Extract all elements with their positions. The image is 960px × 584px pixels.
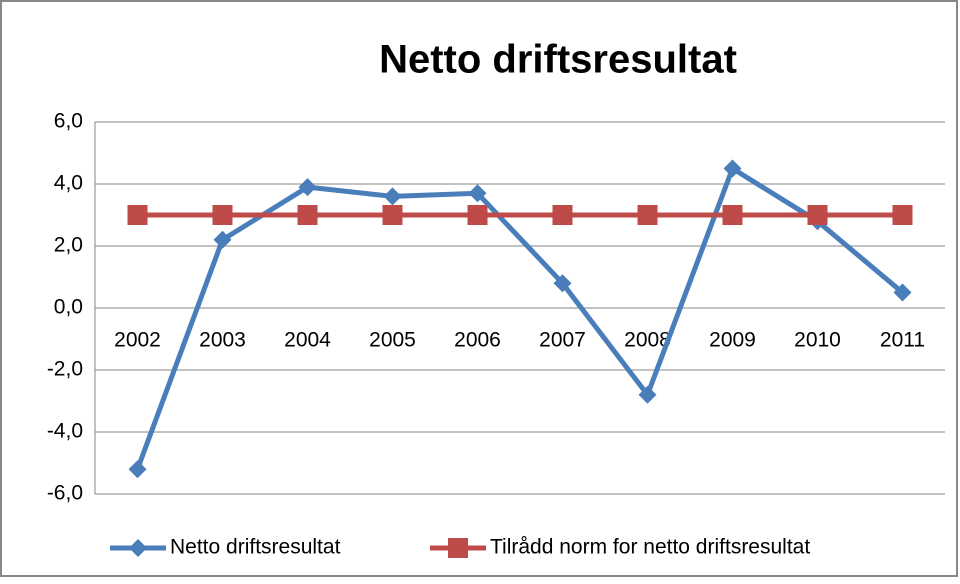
legend-marker — [129, 539, 147, 557]
y-tick-label: 0,0 — [54, 296, 83, 319]
data-point — [637, 205, 658, 225]
x-tick-label: 2007 — [539, 329, 586, 352]
x-tick-label: 2010 — [794, 329, 841, 352]
data-point — [722, 205, 743, 225]
data-point — [638, 385, 657, 404]
data-point — [893, 283, 912, 302]
x-tick-label: 2011 — [880, 329, 925, 352]
legend-marker — [448, 538, 468, 558]
data-point — [298, 178, 317, 197]
data-point — [128, 460, 147, 479]
y-tick-label: -2,0 — [47, 358, 83, 381]
y-tick-label: 6,0 — [54, 110, 83, 133]
data-point — [807, 205, 828, 225]
data-point — [892, 205, 913, 225]
legend-label: Tilrådd norm for netto driftsresultat — [490, 536, 810, 559]
data-point — [213, 230, 232, 249]
x-tick-label: 2002 — [114, 329, 161, 352]
data-point — [552, 205, 573, 225]
data-point — [383, 187, 402, 206]
y-tick-label: 4,0 — [54, 172, 83, 195]
chart-title: Netto driftsresultat — [379, 38, 737, 82]
x-tick-label: 2003 — [199, 329, 246, 352]
data-point — [553, 274, 572, 293]
x-tick-label: 2004 — [284, 329, 331, 352]
data-point — [212, 205, 233, 225]
legend-label: Netto driftsresultat — [170, 536, 341, 559]
y-tick-label: -6,0 — [47, 482, 83, 505]
x-tick-label: 2006 — [454, 329, 501, 352]
data-point — [382, 205, 403, 225]
data-point — [297, 205, 318, 225]
x-tick-label: 2005 — [369, 329, 416, 352]
data-point — [467, 205, 488, 225]
y-tick-label: 2,0 — [54, 234, 83, 257]
x-tick-label: 2009 — [709, 329, 756, 352]
data-point — [468, 184, 487, 203]
y-tick-label: -4,0 — [47, 420, 83, 443]
data-point — [127, 205, 148, 225]
x-tick-label: 2008 — [624, 329, 671, 352]
data-point — [723, 159, 742, 178]
